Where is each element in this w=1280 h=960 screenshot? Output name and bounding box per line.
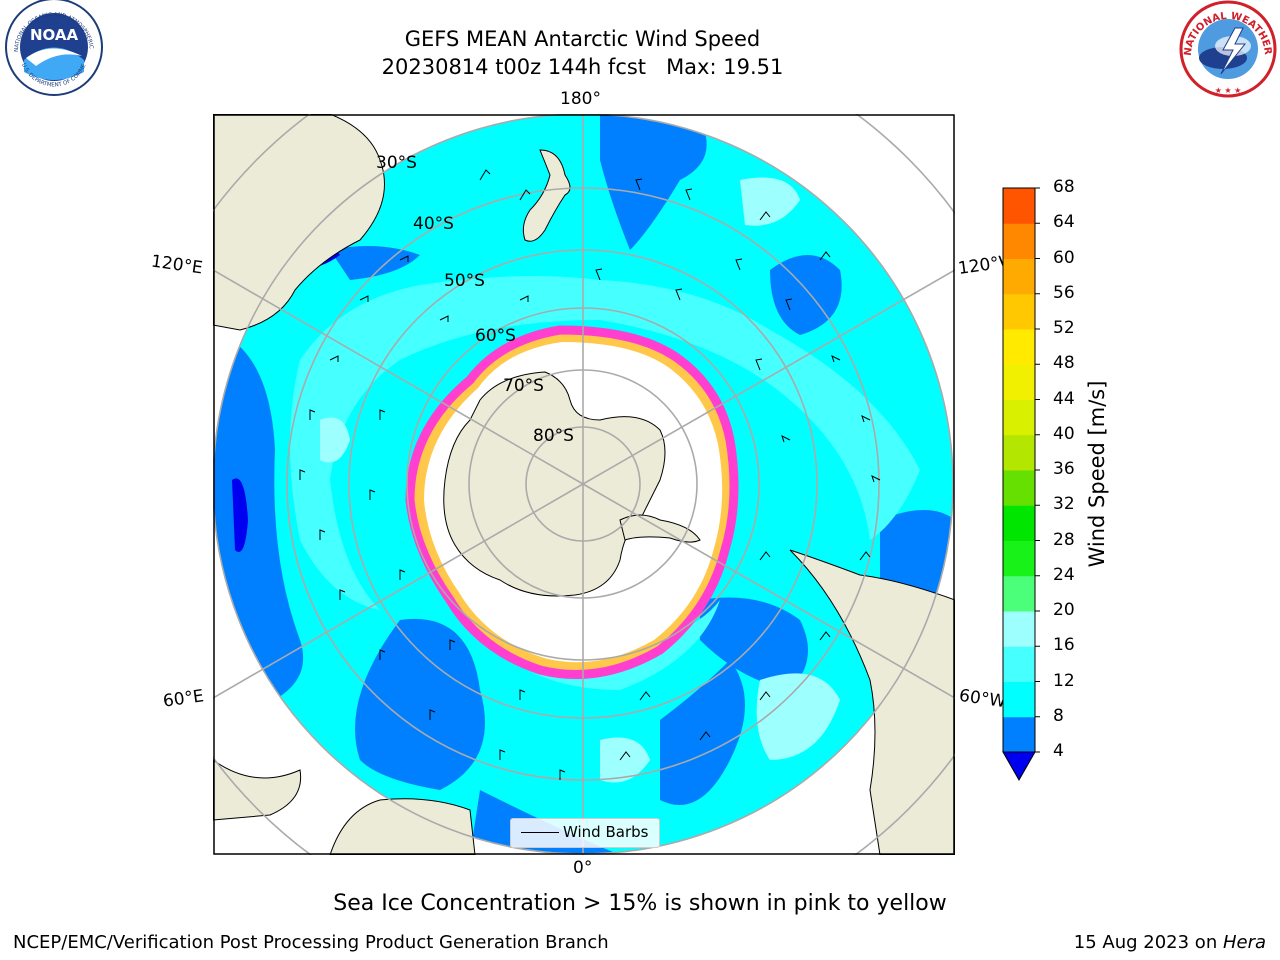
colorbar-segment bbox=[1003, 293, 1035, 330]
colorbar-segment bbox=[1003, 364, 1035, 400]
sea-ice-note: Sea Ice Concentration > 15% is shown in … bbox=[333, 891, 947, 916]
colorbar-segment bbox=[1003, 646, 1035, 682]
colorbar-tick-label: 16 bbox=[1053, 635, 1075, 656]
colorbar-segment bbox=[1003, 223, 1035, 259]
colorbar-tick-label: 32 bbox=[1053, 494, 1075, 515]
lat-label-30s: 30°S bbox=[376, 153, 417, 173]
colorbar-segment bbox=[1003, 575, 1035, 612]
lat-label-50s: 50°S bbox=[444, 271, 485, 291]
lon-label-120e: 120°E bbox=[149, 251, 204, 279]
wind-barb-legend-line bbox=[521, 832, 559, 833]
lon-label-180: 180° bbox=[560, 89, 601, 109]
footer-machine: Hera bbox=[1222, 932, 1266, 953]
colorbar-segment bbox=[1003, 188, 1035, 224]
footer-credit: NCEP/EMC/Verification Post Processing Pr… bbox=[13, 932, 609, 953]
footer-date-text: 15 Aug 2023 on bbox=[1073, 932, 1223, 953]
colorbar-tick-label: 60 bbox=[1053, 247, 1075, 268]
colorbar-tick-label: 12 bbox=[1053, 670, 1075, 691]
colorbar-segment bbox=[1003, 399, 1035, 436]
colorbar-tick-label: 40 bbox=[1053, 423, 1075, 444]
colorbar-tick-label: 8 bbox=[1053, 705, 1064, 726]
lon-label-0: 0° bbox=[573, 858, 593, 878]
colorbar-segment bbox=[1003, 540, 1035, 577]
colorbar-segment bbox=[1003, 434, 1035, 471]
colorbar-segment bbox=[1003, 505, 1035, 541]
colorbar-under-triangle bbox=[1002, 751, 1036, 782]
colorbar-tick-label: 56 bbox=[1053, 282, 1075, 303]
colorbar-tick-label: 68 bbox=[1053, 177, 1075, 197]
colorbar-tick-label: 28 bbox=[1053, 529, 1075, 550]
colorbar-segment bbox=[1003, 329, 1035, 365]
lat-label-70s: 70°S bbox=[503, 376, 544, 396]
wind-barb-legend-label: Wind Barbs bbox=[563, 823, 649, 841]
lat-label-60s: 60°S bbox=[475, 326, 516, 346]
colorbar-tick-label: 20 bbox=[1053, 600, 1075, 620]
colorbar-tick-label: 64 bbox=[1053, 212, 1075, 233]
colorbar-segment bbox=[1003, 716, 1035, 753]
colorbar-tick-label: 44 bbox=[1053, 388, 1075, 409]
noaa-logo: NOAA NATIONAL OCEANIC AND ATMOSPHERIC AD… bbox=[2, 0, 103, 96]
colorbar-tick-label: 52 bbox=[1053, 318, 1075, 338]
map-subtitle: 20230814 t00z 144h fcst Max: 19.51 bbox=[381, 55, 784, 79]
lon-label-60e: 60°E bbox=[161, 686, 206, 712]
colorbar-segment bbox=[1003, 470, 1035, 506]
map-legend: Wind Barbs bbox=[510, 818, 660, 848]
colorbar bbox=[1002, 187, 1040, 782]
footer-date: 15 Aug 2023 on Hera bbox=[1074, 932, 1266, 953]
colorbar-label: Wind Speed [m/s] bbox=[1085, 380, 1109, 568]
colorbar-segment bbox=[1003, 611, 1035, 647]
colorbar-tick-label: 4 bbox=[1053, 741, 1064, 761]
wind-barbs bbox=[299, 169, 881, 780]
lat-label-40s: 40°S bbox=[413, 214, 454, 234]
colorbar-segment bbox=[1003, 681, 1035, 718]
colorbar-tick-label: 48 bbox=[1053, 353, 1075, 374]
colorbar-segment bbox=[1003, 258, 1035, 295]
colorbar-tick-label: 24 bbox=[1053, 564, 1075, 585]
colorbar-tick-label: 36 bbox=[1053, 459, 1075, 479]
noaa-logo-text: NOAA bbox=[30, 26, 79, 44]
nws-logo: NATIONAL WEATHER SERVICE ★ ★ ★ bbox=[1177, 0, 1277, 98]
lat-label-80s: 80°S bbox=[533, 426, 574, 446]
map-panel: 30°S 40°S 50°S 60°S 70°S 80°S bbox=[213, 114, 955, 855]
map-title: GEFS MEAN Antarctic Wind Speed bbox=[404, 27, 761, 51]
svg-text:★ ★ ★: ★ ★ ★ bbox=[1215, 86, 1242, 95]
